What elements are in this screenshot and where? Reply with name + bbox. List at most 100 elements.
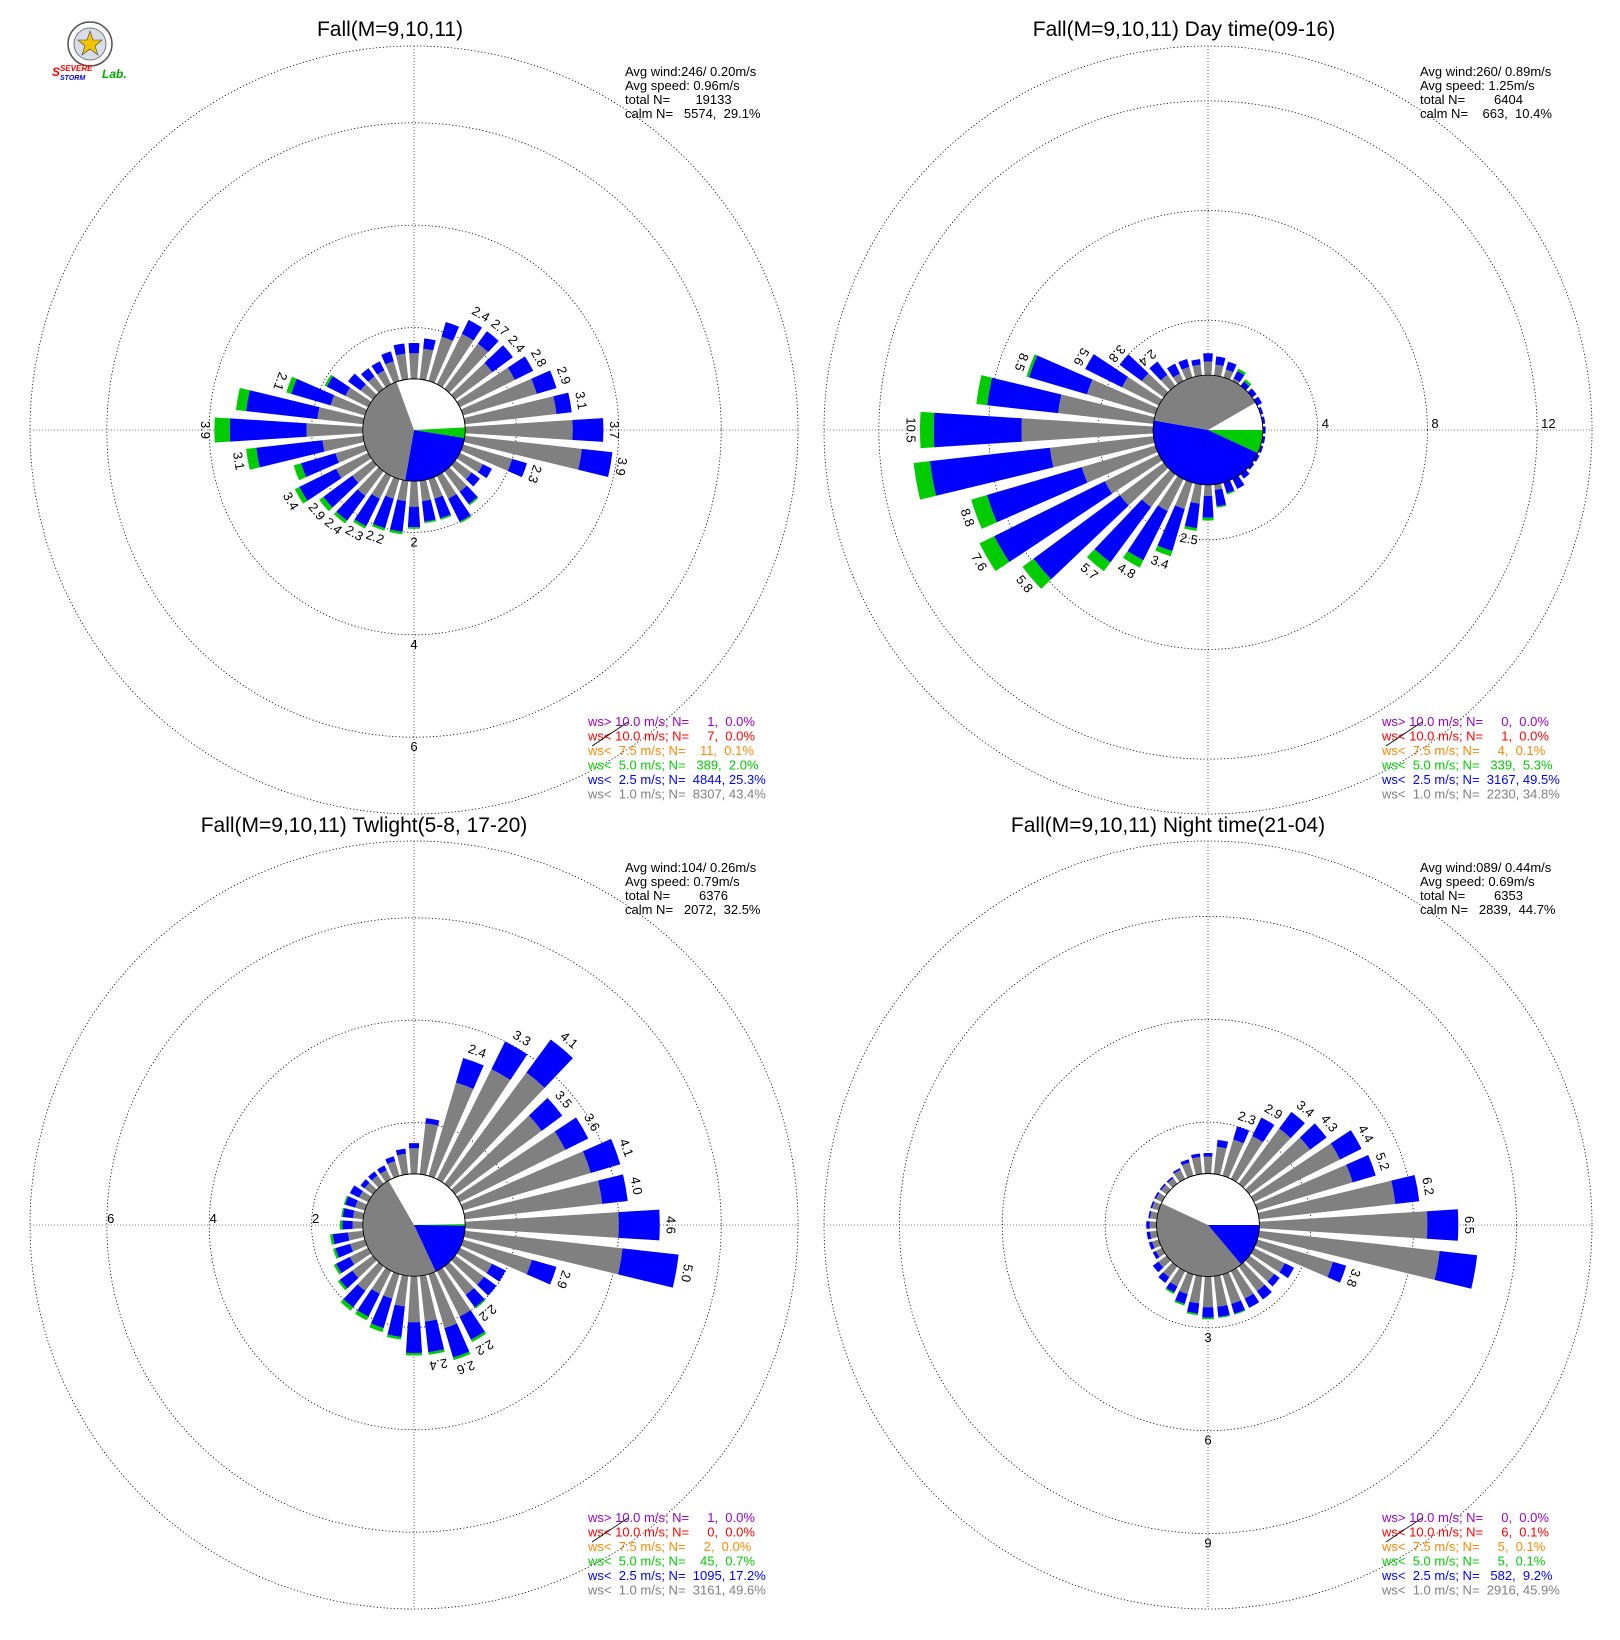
bar-value-label: 3.9 (613, 456, 631, 476)
wind-bar-140-blue-band (459, 485, 478, 505)
wind-bar-190-blue-band (387, 1304, 405, 1337)
wind-bar-160-calm-band (428, 1271, 458, 1329)
wind-bar-170-green-band (428, 1349, 445, 1355)
wind-bar-0-blue-band (1203, 1153, 1213, 1157)
stat-calm-n: calm N= 5574, 29.1% (625, 106, 761, 121)
wind-bar-330-calm-band (1173, 373, 1184, 385)
wind-bar-330-blue-band (1172, 1168, 1181, 1174)
calm-sector-lt1 (362, 1180, 436, 1277)
wind-bar-80-blue-band (553, 392, 572, 415)
wind-bar-200-blue-band (373, 495, 394, 529)
wind-bar-270-green-band (339, 1220, 343, 1230)
stat-avg-wind: Avg wind:260/ 0.89m/s (1420, 64, 1552, 79)
stat-avg-wind: Avg wind:246/ 0.20m/s (625, 64, 757, 79)
wind-bar-40-blue-band (526, 1039, 573, 1088)
wind-bar-260-blue-band (929, 447, 1054, 496)
legend-entry-gt10: ws> 10.0 m/s; N= 1, 0.0% (587, 1510, 755, 1525)
wind-bar-120-blue-band (1279, 1263, 1294, 1279)
wind-bar-60-calm-band (456, 1131, 566, 1203)
wind-bar-300-blue-band (326, 376, 351, 396)
stat-avg-wind: Avg wind:089/ 0.44m/s (1420, 860, 1552, 875)
wind-bar-200-calm-band (383, 1271, 400, 1299)
wind-bar-110-calm-band (460, 1239, 532, 1275)
wind-bar-150-calm-band (436, 472, 457, 499)
legend-slash (591, 721, 629, 747)
wind-bar-10-blue-band (1216, 1139, 1229, 1149)
wind-bar-250-calm-band (350, 1239, 368, 1252)
wind-bar-160-blue-band (444, 1323, 470, 1358)
wind-bar-320-calm-band (371, 1175, 384, 1188)
ring-tick-label: 3 (1204, 1330, 1211, 1345)
calm-circle-edge (362, 378, 466, 482)
wind-bar-180-blue-band (1202, 1307, 1214, 1318)
wind-bar-170-blue-band (424, 1319, 445, 1353)
wind-bar-320-blue-band (1166, 1176, 1174, 1183)
legend-entry-lt1: ws< 1.0 m/s; N= 3161, 49.6% (587, 1583, 766, 1598)
bar-value-label: 4.0 (628, 1176, 646, 1196)
wind-bar-350-calm-band (1192, 364, 1202, 377)
wind-bar-280-calm-band (1150, 1211, 1159, 1220)
wind-bar-220-green-band (340, 1299, 354, 1311)
wind-bar-10-calm-band (1214, 364, 1224, 377)
wind-bar-110-calm-band (1255, 1239, 1333, 1278)
wind-bar-250-blue-band (986, 467, 1088, 523)
legend-entry-gt10: ws> 10.0 m/s; N= 0, 0.0% (1381, 714, 1549, 729)
bar-value-label: 2.1 (270, 370, 290, 392)
wind-bar-260-blue-band (1146, 1231, 1152, 1240)
wind-bar-230-calm-band (1158, 1255, 1171, 1268)
wind-bar-280-green-band (235, 387, 250, 412)
wind-bar-60-blue-band (507, 356, 534, 380)
panel-title: Fall(M=9,10,11) (317, 18, 463, 41)
calm-sector-lt2_5 (405, 430, 465, 482)
wind-bar-210-green-band (355, 1310, 369, 1321)
wind-bar-280-green-band (976, 375, 993, 406)
bar-value-label: 2.4 (466, 1041, 488, 1061)
bar-value-label: 2.5 (1179, 530, 1199, 548)
wind-bar-250-calm-band (335, 444, 368, 463)
wind-bar-270-green-band (214, 417, 231, 443)
wind-bar-140-green-band (474, 1299, 486, 1309)
wind-bar-100-calm-band (1257, 1230, 1440, 1280)
wind-bar-340-blue-band (381, 351, 394, 365)
wind-bar-200-blue-band (1157, 505, 1185, 552)
bar-value-label: 3.1 (230, 451, 248, 471)
wind-rose-panel-fall-twilight: 2.43.3 4.13.53.64.14.04.65.02.92.22.22.62… (29, 814, 799, 1610)
wind-bar-230-blue-band (339, 1270, 359, 1289)
calm-sector-lt2_5 (414, 1225, 466, 1272)
wind-bar-280-blue-band (342, 1208, 355, 1219)
wind-bar-180-calm-band (407, 1276, 421, 1323)
wind-bar-160-green-band (1234, 1309, 1246, 1315)
wind-bar-240-blue-band (336, 1256, 355, 1274)
wind-bar-290-green-band (343, 1195, 349, 1205)
wind-bar-190-green-band (386, 1334, 402, 1340)
legend-entry-lt5: ws< 5.0 m/s; N= 5, 0.1% (1381, 1554, 1546, 1569)
wind-bar-250-calm-band (1152, 1239, 1161, 1249)
wind-bar-250-green-band (293, 463, 307, 481)
wind-bar-240-green-band (979, 536, 1010, 572)
wind-bar-240-calm-band (349, 1247, 372, 1265)
panel-title: Fall(M=9,10,11) Twlight(5-8, 17-20) (201, 814, 528, 837)
wind-bar-220-green-band (1086, 549, 1111, 572)
wind-bar-310-blue-band (360, 1179, 370, 1189)
wind-bar-310-blue-band (1159, 1183, 1166, 1191)
wind-bar-120-calm-band (456, 452, 483, 473)
wind-bar-210-calm-band (1157, 475, 1184, 512)
wind-bar-280-green-band (341, 1207, 345, 1218)
wind-bar-180-calm-band (409, 481, 419, 507)
calm-sector-lt1 (1153, 375, 1208, 430)
wind-bar-340-blue-band (1180, 1159, 1190, 1166)
wind-bar-70-calm-band (460, 378, 537, 416)
stat-total-n: total N= 6353 (1420, 888, 1523, 903)
wind-bar-190-calm-band (394, 1274, 409, 1307)
wind-bar-240-green-band (294, 486, 308, 504)
wind-bar-150-blue-band (448, 493, 471, 522)
wind-bar-150-calm-band (1230, 1267, 1254, 1299)
wind-bar-170-blue-band (1217, 1304, 1230, 1317)
wind-bar-180-green-band (405, 1352, 423, 1356)
ring-6 (106, 122, 722, 738)
wind-bar-20-calm-band (1222, 1139, 1244, 1178)
wind-bar-280-blue-band (1148, 1210, 1152, 1219)
calm-circle-edge (1156, 1173, 1260, 1277)
bar-value-label: 5.2 (1373, 1150, 1393, 1172)
legend-entry-gt10: ws> 10.0 m/s; N= 0, 0.0% (1381, 1510, 1549, 1525)
